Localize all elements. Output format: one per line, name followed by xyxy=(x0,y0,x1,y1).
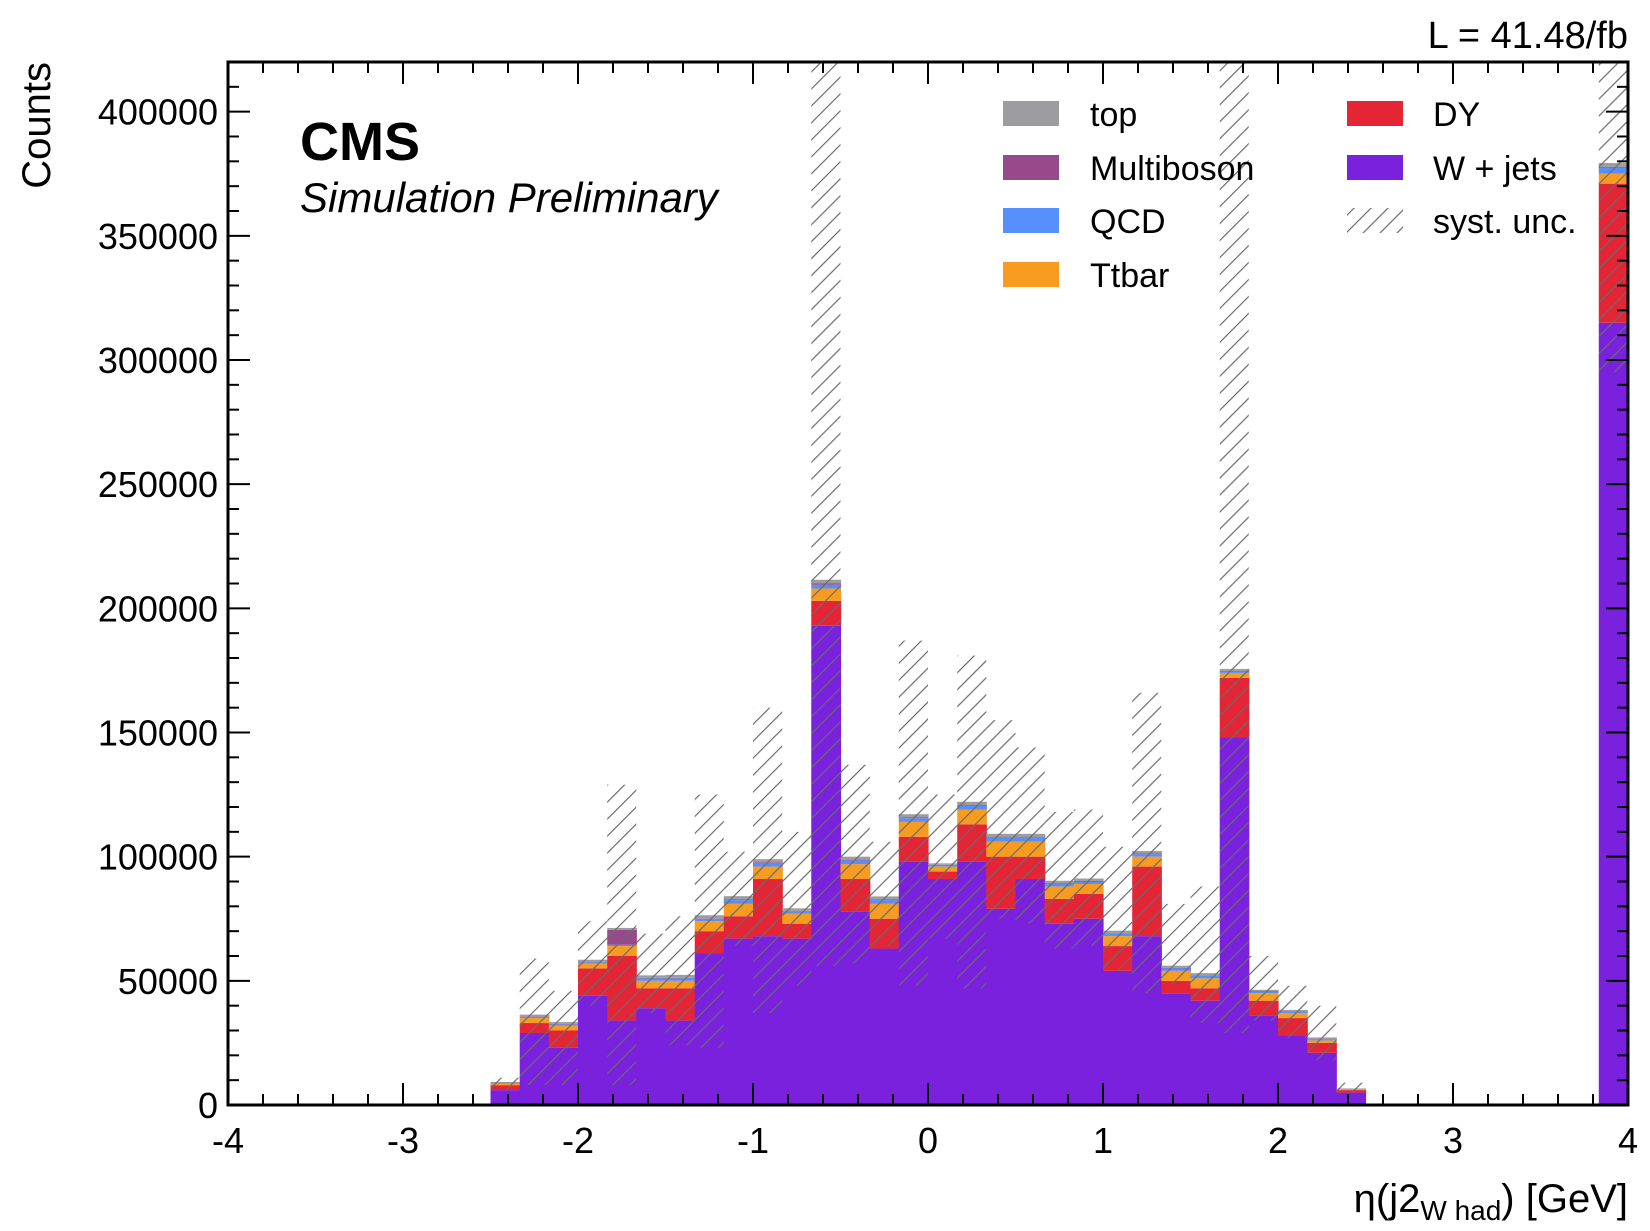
bar-w-jets-bin-0 xyxy=(490,1090,521,1105)
unc-band-bin-4 xyxy=(607,784,637,1086)
y-tick-labels: 0 50000 100000 150000 200000 250000 300000 3500… xyxy=(98,92,218,1126)
legend-swatch-wjets xyxy=(1347,155,1403,180)
unc-band-bin-25 xyxy=(1219,62,1249,1033)
legend-swatch-syst-unc xyxy=(1347,208,1403,233)
legend-swatch-ttbar xyxy=(1003,262,1059,287)
unc-band-bin-6 xyxy=(665,916,695,1046)
bar-w-jets-bin-8 xyxy=(723,938,754,1105)
bar-w-jets-bin-21 xyxy=(1103,970,1133,1105)
unc-band-bin-21 xyxy=(1103,846,1133,971)
bar-w-jets-bin-19 xyxy=(1044,923,1075,1105)
unc-band-bin-24 xyxy=(1190,886,1220,1024)
legend: top Multiboson QCD Ttbar DY W + jets sys… xyxy=(1003,96,1577,295)
unc-band-bin-16 xyxy=(957,655,987,989)
x-axis-title: η(j2W had) [GeV] xyxy=(1354,1177,1628,1226)
bar-w-jets-bin-29 xyxy=(1336,1092,1367,1105)
bar-w-jets-bin-28 xyxy=(1307,1052,1337,1105)
unc-band-bin-9 xyxy=(753,707,783,1014)
x-tick-label: -1 xyxy=(737,1120,769,1161)
legend-label-multiboson: Multiboson xyxy=(1090,150,1254,188)
unc-band-bin-10 xyxy=(782,831,812,986)
legend-label-syst-unc: syst. unc. xyxy=(1433,203,1577,241)
bar-w-jets-bin-26 xyxy=(1248,1015,1279,1105)
bar-w-jets-overflow xyxy=(1598,322,1629,1105)
y-tick-label: 250000 xyxy=(98,464,218,505)
y-tick-label: 400000 xyxy=(98,92,218,133)
y-tick-label: 0 xyxy=(198,1085,218,1126)
legend-swatch-multiboson xyxy=(1003,155,1059,180)
legend-swatch-dy xyxy=(1347,101,1403,126)
x-tick-label: 3 xyxy=(1443,1120,1463,1161)
unc-band-bin-20 xyxy=(1073,809,1103,947)
unc-band-bin-14 xyxy=(898,640,928,986)
bar-w-jets-bin-5 xyxy=(636,1008,667,1105)
legend-label-wjets: W + jets xyxy=(1433,150,1557,188)
experiment-sublabel: Simulation Preliminary xyxy=(300,174,721,221)
unc-band-bin-8 xyxy=(723,851,753,947)
legend-label-top: top xyxy=(1090,96,1137,134)
unc-band-bin-26 xyxy=(1248,956,1278,1021)
unc-band-bin-3 xyxy=(578,921,608,1006)
unc-band-bin-27 xyxy=(1278,985,1308,1038)
unc-band-bin-29 xyxy=(1336,1082,1366,1093)
unc-band-bin-19 xyxy=(1044,811,1074,949)
x-tick-label: 0 xyxy=(918,1120,938,1161)
unc-band-bin-28 xyxy=(1307,1005,1337,1061)
unc-band-bin-22 xyxy=(1132,692,1162,994)
experiment-label: CMS xyxy=(300,112,420,172)
unc-band-bin-0 xyxy=(490,1077,520,1091)
unc-band-bin-5 xyxy=(636,933,666,1014)
x-axis-title-main: η(j2 xyxy=(1354,1177,1421,1221)
unc-band-bin-18 xyxy=(1015,747,1045,924)
y-tick-label: 300000 xyxy=(98,340,218,381)
unc-band-bin-2 xyxy=(548,990,578,1086)
bar-w-jets-bin-23 xyxy=(1161,993,1192,1105)
bar-w-jets-bin-20 xyxy=(1073,918,1104,1105)
legend-label-ttbar: Ttbar xyxy=(1090,257,1169,295)
legend-label-dy: DY xyxy=(1433,96,1480,134)
y-tick-label: 350000 xyxy=(98,216,218,257)
x-tick-label: -2 xyxy=(562,1120,594,1161)
y-tick-label: 50000 xyxy=(118,961,218,1002)
legend-label-qcd: QCD xyxy=(1090,203,1166,241)
x-tick-label: 1 xyxy=(1093,1120,1113,1161)
x-tick-label: 4 xyxy=(1618,1120,1638,1161)
unc-band-overflow xyxy=(1598,62,1628,373)
x-axis-title-suffix: ) [GeV] xyxy=(1501,1177,1628,1221)
bar-dy-bin-23 xyxy=(1161,980,1192,994)
x-tick-labels: -4 -3 -2 -1 0 1 2 3 4 xyxy=(212,1120,1638,1161)
x-tick-label: -3 xyxy=(387,1120,419,1161)
unc-band-bin-15 xyxy=(928,794,958,939)
unc-band-bin-12 xyxy=(840,764,870,964)
bar-w-jets-bin-27 xyxy=(1278,1035,1308,1105)
x-axis-title-subscript: W had xyxy=(1420,1195,1501,1226)
legend-swatch-top xyxy=(1003,101,1059,126)
x-tick-label: 2 xyxy=(1268,1120,1288,1161)
unc-band-bin-13 xyxy=(869,841,899,947)
bar-w-jets-bin-13 xyxy=(869,948,900,1105)
axis-ticks xyxy=(227,61,1629,1106)
y-tick-label: 150000 xyxy=(98,713,218,754)
unc-band-bin-1 xyxy=(519,958,549,1086)
x-tick-label: -4 xyxy=(212,1120,244,1161)
luminosity-label: L = 41.48/fb xyxy=(1428,15,1628,57)
y-axis-title: Counts xyxy=(15,62,59,189)
unc-band-bin-17 xyxy=(986,720,1016,919)
bar-w-jets-bin-3 xyxy=(578,995,608,1105)
legend-swatch-qcd xyxy=(1003,208,1059,233)
unc-band-bin-11 xyxy=(811,62,841,966)
unc-band-bin-23 xyxy=(1161,903,1191,984)
y-tick-label: 200000 xyxy=(98,588,218,629)
syst-unc-bands xyxy=(490,62,1628,1093)
y-tick-label: 100000 xyxy=(98,837,218,878)
bar-w-jets-bin-17 xyxy=(986,908,1017,1105)
unc-band-bin-7 xyxy=(694,794,724,1048)
